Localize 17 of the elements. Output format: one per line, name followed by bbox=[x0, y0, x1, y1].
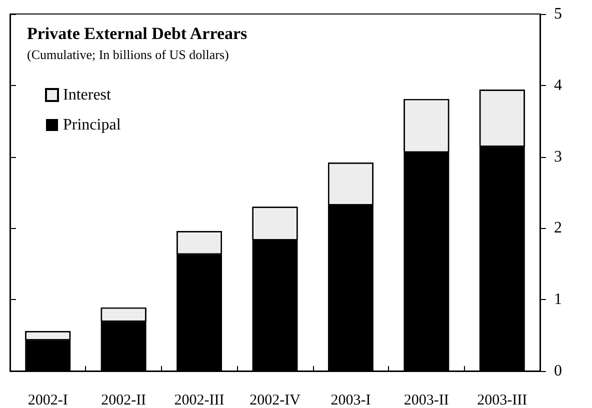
legend-label: Interest bbox=[63, 86, 112, 104]
y-tick-label: 3 bbox=[554, 148, 562, 166]
text: (Cumulative; In billions of US dollars) bbox=[27, 47, 229, 62]
y-tick-label: 2 bbox=[554, 220, 562, 237]
y-tick-label: 1 bbox=[554, 291, 562, 308]
x-tick-label: 2003-II bbox=[404, 392, 449, 408]
legend-label: Principal bbox=[63, 116, 122, 134]
x-tick-label: 2002-IV bbox=[250, 392, 301, 408]
x-tick-label: 2002-II bbox=[101, 392, 146, 408]
x-tick-label: 2003-III bbox=[477, 392, 528, 408]
text: Private External Debt Arrears bbox=[27, 24, 248, 43]
x-tick-label: 2002-I bbox=[28, 392, 68, 408]
x-tick-label: 2003-I bbox=[330, 392, 371, 408]
x-tick-label: 2002-III bbox=[174, 392, 224, 408]
y-tick-label: 0 bbox=[554, 362, 562, 380]
y-tick-label: 5 bbox=[554, 6, 562, 22]
y-tick-label: 4 bbox=[554, 76, 562, 94]
